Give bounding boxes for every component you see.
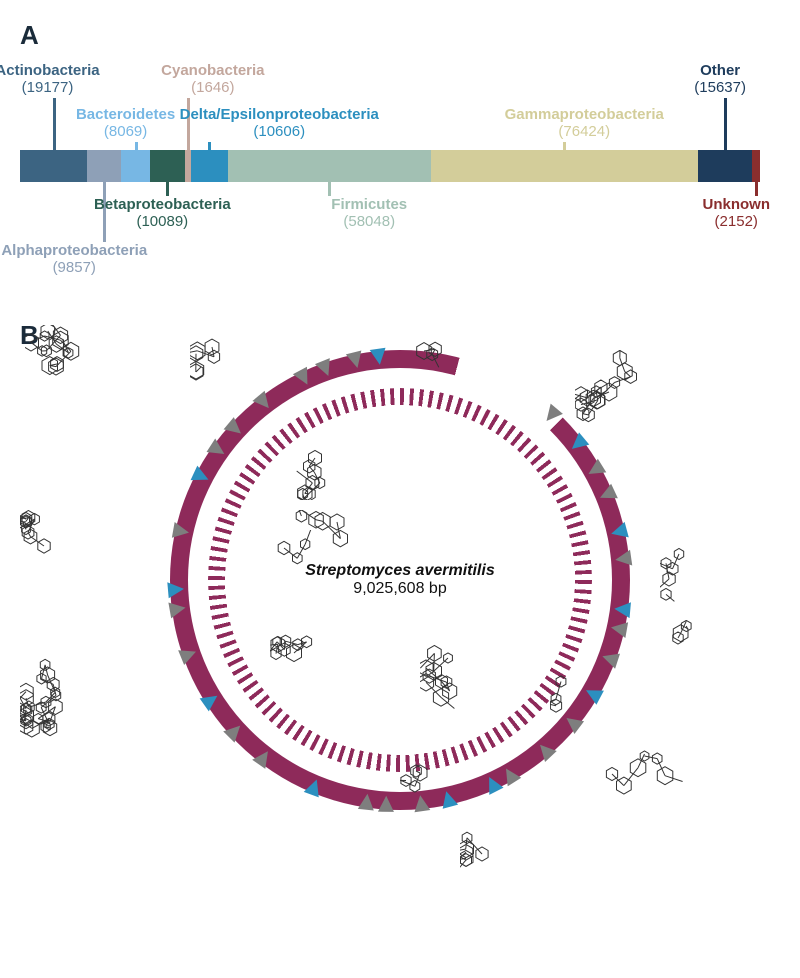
- molecule-structure: [575, 350, 745, 490]
- label-unknown: Unknown(2152): [702, 196, 770, 231]
- segment-gammaproteobacteria: [431, 150, 698, 182]
- molecule-structure: [25, 325, 185, 455]
- segment-unknown: [752, 150, 760, 182]
- tick: [563, 142, 566, 150]
- segment-firmicutes: [228, 150, 431, 182]
- molecule-structure: [410, 330, 480, 400]
- molecule-structure: [550, 665, 605, 720]
- label-bacteroidetes: Bacteroidetes(8069): [76, 106, 175, 141]
- segment-betaproteobacteria: [150, 150, 185, 182]
- tick: [328, 182, 331, 196]
- tick: [53, 98, 56, 150]
- tick: [724, 98, 727, 150]
- segment-other: [698, 150, 753, 182]
- molecule-structure: [660, 530, 755, 610]
- tick: [166, 182, 169, 196]
- molecule-structure: [460, 830, 570, 910]
- molecule-structure: [660, 620, 750, 680]
- tick: [208, 142, 211, 150]
- taxonomy-bar: [20, 150, 760, 182]
- label-firmicutes: Firmicutes(58048): [331, 196, 407, 231]
- bgc-marker-novel: [607, 617, 630, 640]
- molecule-structure: [270, 620, 390, 730]
- bgc-marker-novel: [376, 794, 396, 814]
- bgc-marker-known: [367, 345, 390, 368]
- molecule-structure: [20, 510, 140, 630]
- bgc-marker-known: [607, 519, 631, 543]
- segment-actinobacteria: [20, 150, 87, 182]
- molecule-structure: [590, 750, 700, 830]
- molecule-structure: [270, 530, 340, 590]
- label-cyanobacteria: Cyanobacteria(1646): [161, 62, 264, 97]
- bgc-marker-novel: [170, 520, 193, 543]
- segment-alphaproteobacteria: [87, 150, 121, 182]
- tick: [755, 182, 758, 196]
- label-betaproteobacteria: Betaproteobacteria(10089): [94, 196, 231, 231]
- bgc-marker-novel: [166, 597, 189, 620]
- label-actinobacteria: Actinobacteria(19177): [0, 62, 100, 97]
- molecule-structure: [190, 320, 300, 410]
- bgc-marker-novel: [356, 791, 378, 813]
- molecule-structure: [275, 440, 475, 500]
- molecule-structure: [400, 750, 480, 820]
- label-delta-epsilonproteobacteria: Delta/Epsilonproteobacteria(10606): [180, 106, 379, 141]
- molecule-structure: [20, 650, 170, 910]
- bgc-marker-known: [165, 579, 187, 601]
- tick: [135, 142, 138, 150]
- label-gammaproteobacteria: Gammaproteobacteria(76424): [505, 106, 664, 141]
- circular-genome-plot: Streptomyces avermitilis 9,025,608 bp: [170, 350, 630, 810]
- molecule-structure: [420, 625, 560, 735]
- panel-a: A Actinobacteria(19177)Alphaproteobacter…: [20, 20, 760, 290]
- label-alphaproteobacteria: Alphaproteobacteria(9857): [1, 242, 147, 277]
- segment-bacteroidetes: [121, 150, 149, 182]
- panel-a-label: A: [20, 20, 39, 51]
- panel-b: B Streptomyces avermitilis 9,025,608 bp: [20, 320, 760, 940]
- segment-delta-epsilonproteobacteria: [191, 150, 228, 182]
- label-other: Other(15637): [694, 62, 746, 97]
- bgc-marker-novel: [612, 547, 635, 570]
